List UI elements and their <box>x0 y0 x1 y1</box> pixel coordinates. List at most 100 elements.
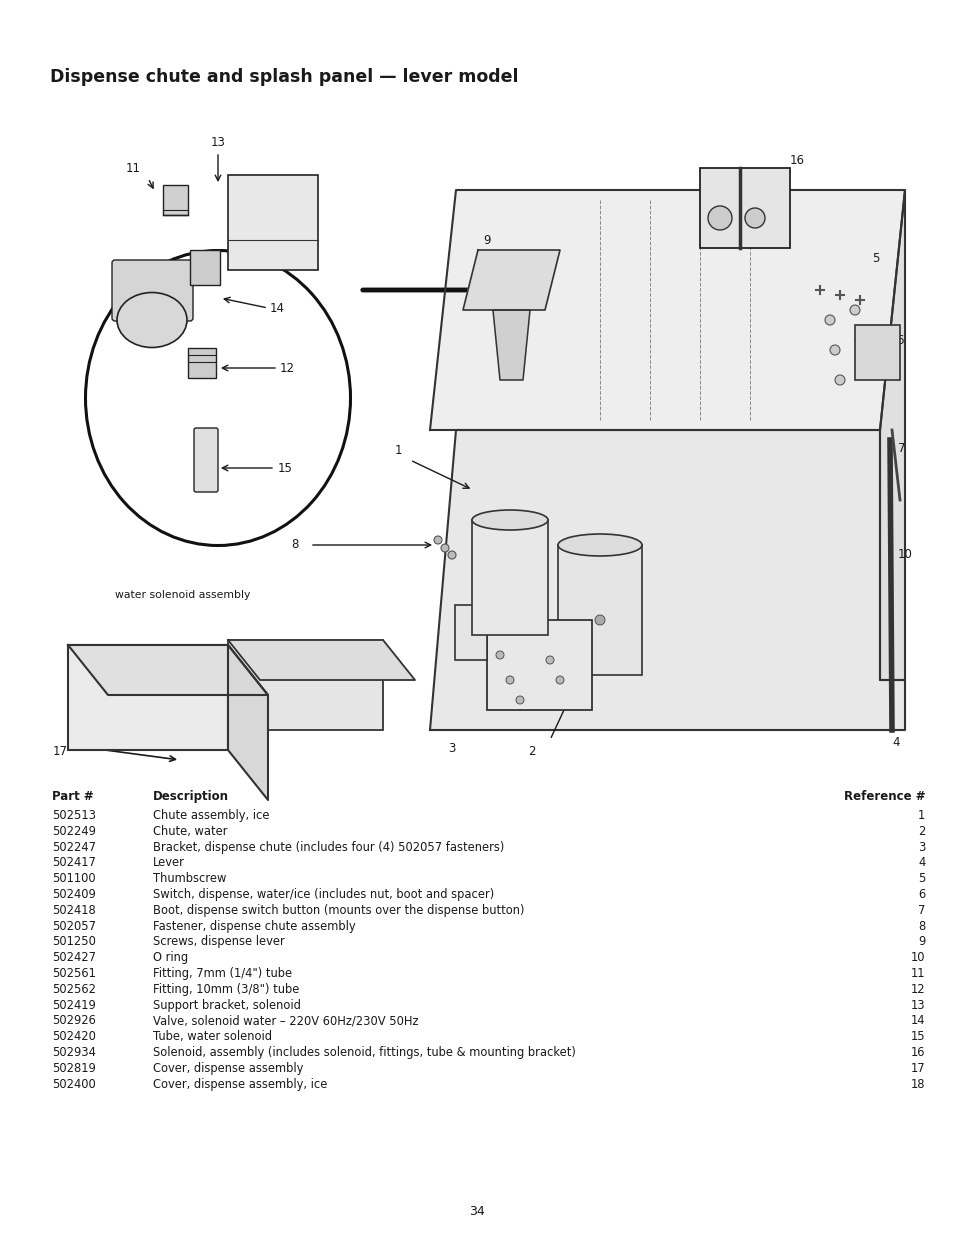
Text: 16: 16 <box>910 1046 924 1058</box>
Text: 2: 2 <box>528 745 536 758</box>
Text: 9: 9 <box>917 935 924 948</box>
Ellipse shape <box>117 293 187 347</box>
Text: 16: 16 <box>789 153 804 167</box>
Circle shape <box>849 305 859 315</box>
FancyBboxPatch shape <box>558 545 641 676</box>
Circle shape <box>829 345 840 354</box>
Polygon shape <box>430 190 904 430</box>
FancyBboxPatch shape <box>472 520 547 635</box>
Circle shape <box>595 615 604 625</box>
Text: 5: 5 <box>917 872 924 885</box>
Polygon shape <box>430 430 904 730</box>
Text: 7: 7 <box>897 441 904 454</box>
Text: 13: 13 <box>211 136 225 148</box>
Text: 6: 6 <box>895 333 902 347</box>
Text: 4: 4 <box>917 856 924 869</box>
Text: 502513: 502513 <box>52 809 96 823</box>
Circle shape <box>448 551 456 559</box>
Text: 15: 15 <box>277 462 293 474</box>
Text: 8: 8 <box>917 920 924 932</box>
Text: 5: 5 <box>871 252 879 264</box>
Circle shape <box>496 651 503 659</box>
Text: 12: 12 <box>910 983 924 995</box>
Text: 4: 4 <box>891 736 899 748</box>
Circle shape <box>834 375 844 385</box>
Circle shape <box>505 676 514 684</box>
Text: 11: 11 <box>910 967 924 981</box>
Text: 1: 1 <box>395 443 402 457</box>
Circle shape <box>434 536 441 543</box>
Text: Tube, water solenoid: Tube, water solenoid <box>152 1030 272 1044</box>
Ellipse shape <box>472 510 547 530</box>
Text: Thumbscrew: Thumbscrew <box>152 872 226 885</box>
Text: 11: 11 <box>126 162 140 174</box>
Text: 8: 8 <box>291 538 298 552</box>
Circle shape <box>744 207 764 228</box>
Text: 502409: 502409 <box>52 888 96 902</box>
Circle shape <box>516 697 523 704</box>
Text: Reference #: Reference # <box>843 790 924 803</box>
Text: Screws, dispense lever: Screws, dispense lever <box>152 935 284 948</box>
Text: 2: 2 <box>917 825 924 837</box>
Polygon shape <box>493 310 530 380</box>
Text: 502418: 502418 <box>52 904 96 916</box>
Text: 502420: 502420 <box>52 1030 96 1044</box>
Text: Bracket, dispense chute (includes four (4) 502057 fasteners): Bracket, dispense chute (includes four (… <box>152 841 503 853</box>
Text: 14: 14 <box>910 1014 924 1028</box>
Text: 502561: 502561 <box>52 967 96 981</box>
Text: Valve, solenoid water – 220V 60Hz/230V 50Hz: Valve, solenoid water – 220V 60Hz/230V 5… <box>152 1014 417 1028</box>
Text: Chute assembly, ice: Chute assembly, ice <box>152 809 269 823</box>
FancyBboxPatch shape <box>854 325 899 380</box>
Text: 34: 34 <box>469 1205 484 1218</box>
Text: 502419: 502419 <box>52 999 96 1011</box>
Text: Cover, dispense assembly: Cover, dispense assembly <box>152 1062 303 1074</box>
Polygon shape <box>228 640 415 680</box>
FancyBboxPatch shape <box>228 175 317 270</box>
Text: 10: 10 <box>897 548 912 562</box>
Text: 14: 14 <box>270 301 285 315</box>
Text: Solenoid, assembly (includes solenoid, fittings, tube & mounting bracket): Solenoid, assembly (includes solenoid, f… <box>152 1046 575 1058</box>
Text: Boot, dispense switch button (mounts over the dispense button): Boot, dispense switch button (mounts ove… <box>152 904 523 916</box>
Text: 502819: 502819 <box>52 1062 96 1074</box>
FancyBboxPatch shape <box>188 348 215 378</box>
Text: 502417: 502417 <box>52 856 96 869</box>
Circle shape <box>545 656 554 664</box>
Text: Switch, dispense, water/ice (includes nut, boot and spacer): Switch, dispense, water/ice (includes nu… <box>152 888 494 902</box>
FancyBboxPatch shape <box>190 249 220 285</box>
Text: 502934: 502934 <box>52 1046 96 1058</box>
Polygon shape <box>879 190 904 680</box>
Text: 502562: 502562 <box>52 983 96 995</box>
Text: 6: 6 <box>917 888 924 902</box>
Text: 12: 12 <box>280 362 294 374</box>
FancyBboxPatch shape <box>112 261 193 321</box>
Text: 502247: 502247 <box>52 841 96 853</box>
Circle shape <box>440 543 449 552</box>
Circle shape <box>854 335 864 345</box>
Text: water solenoid assembly: water solenoid assembly <box>115 590 250 600</box>
Circle shape <box>707 206 731 230</box>
Circle shape <box>824 315 834 325</box>
Text: O ring: O ring <box>152 951 188 965</box>
FancyBboxPatch shape <box>68 645 228 750</box>
Text: 501250: 501250 <box>52 935 96 948</box>
FancyBboxPatch shape <box>486 620 592 710</box>
Text: Dispense chute and splash panel — lever model: Dispense chute and splash panel — lever … <box>50 68 518 86</box>
Text: 18: 18 <box>910 1078 924 1091</box>
Text: 502427: 502427 <box>52 951 96 965</box>
Text: 15: 15 <box>910 1030 924 1044</box>
Text: 9: 9 <box>483 233 490 247</box>
Text: 1: 1 <box>917 809 924 823</box>
Circle shape <box>556 676 563 684</box>
Text: 10: 10 <box>910 951 924 965</box>
FancyBboxPatch shape <box>193 429 218 492</box>
Text: Lever: Lever <box>152 856 184 869</box>
Text: 17: 17 <box>910 1062 924 1074</box>
FancyBboxPatch shape <box>228 640 382 730</box>
Text: Fitting, 7mm (1/4") tube: Fitting, 7mm (1/4") tube <box>152 967 292 981</box>
Text: 502057: 502057 <box>52 920 96 932</box>
Text: 3: 3 <box>448 742 456 755</box>
Text: Fitting, 10mm (3/8") tube: Fitting, 10mm (3/8") tube <box>152 983 298 995</box>
Text: 502926: 502926 <box>52 1014 96 1028</box>
Text: 7: 7 <box>917 904 924 916</box>
Text: Fastener, dispense chute assembly: Fastener, dispense chute assembly <box>152 920 355 932</box>
